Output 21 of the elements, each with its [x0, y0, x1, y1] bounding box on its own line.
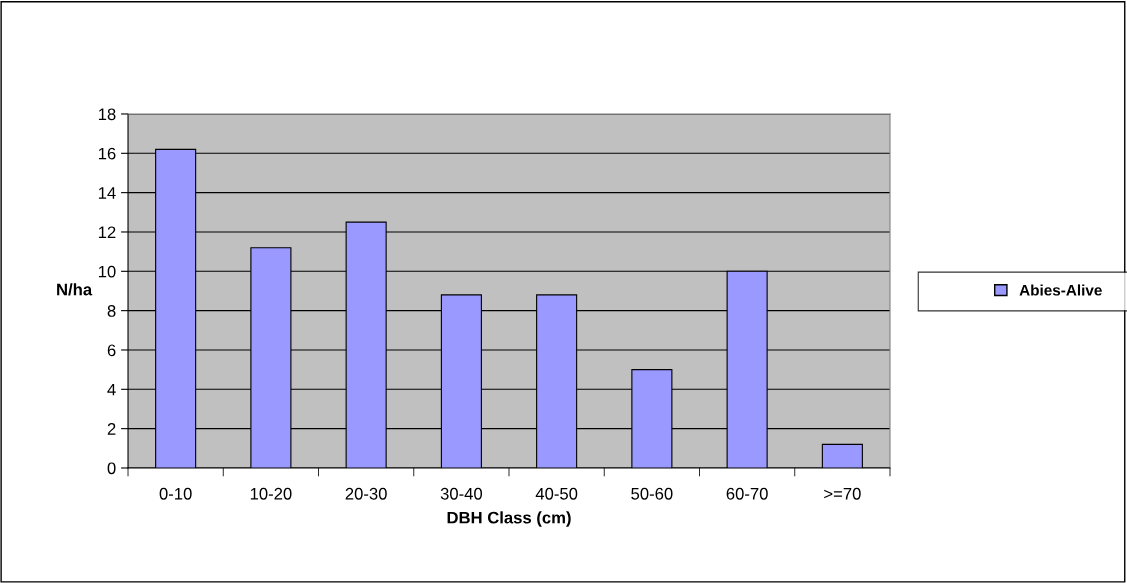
x-tick-label: 10-20 — [250, 487, 292, 500]
x-tick-label: >=70 — [824, 487, 861, 500]
y-tick-label: 0 — [107, 462, 116, 475]
x-tick-label: 30-40 — [440, 487, 483, 500]
y-tick-label: 6 — [107, 344, 116, 357]
y-tick-label: 8 — [107, 305, 116, 317]
x-tick-label: 50-60 — [631, 487, 673, 500]
x-tick-label: 20-30 — [345, 487, 387, 500]
y-tick-label: 12 — [98, 226, 116, 239]
x-tick-label: 0-10 — [159, 487, 192, 500]
x-axis-title: DBH Class (cm) — [447, 511, 571, 527]
y-tick-label: 2 — [107, 423, 116, 435]
x-tick-label: 60-70 — [726, 487, 768, 500]
y-tick-label: 18 — [98, 108, 116, 121]
legend-label: Abies-Alive — [1019, 284, 1102, 296]
y-axis-title: N/ha — [57, 283, 93, 296]
y-tick-label: 14 — [98, 187, 116, 199]
x-tick-label: 40-50 — [535, 487, 578, 500]
y-tick-label: 16 — [98, 147, 116, 160]
y-tick-label: 10 — [98, 265, 116, 278]
y-tick-label: 4 — [107, 383, 116, 396]
